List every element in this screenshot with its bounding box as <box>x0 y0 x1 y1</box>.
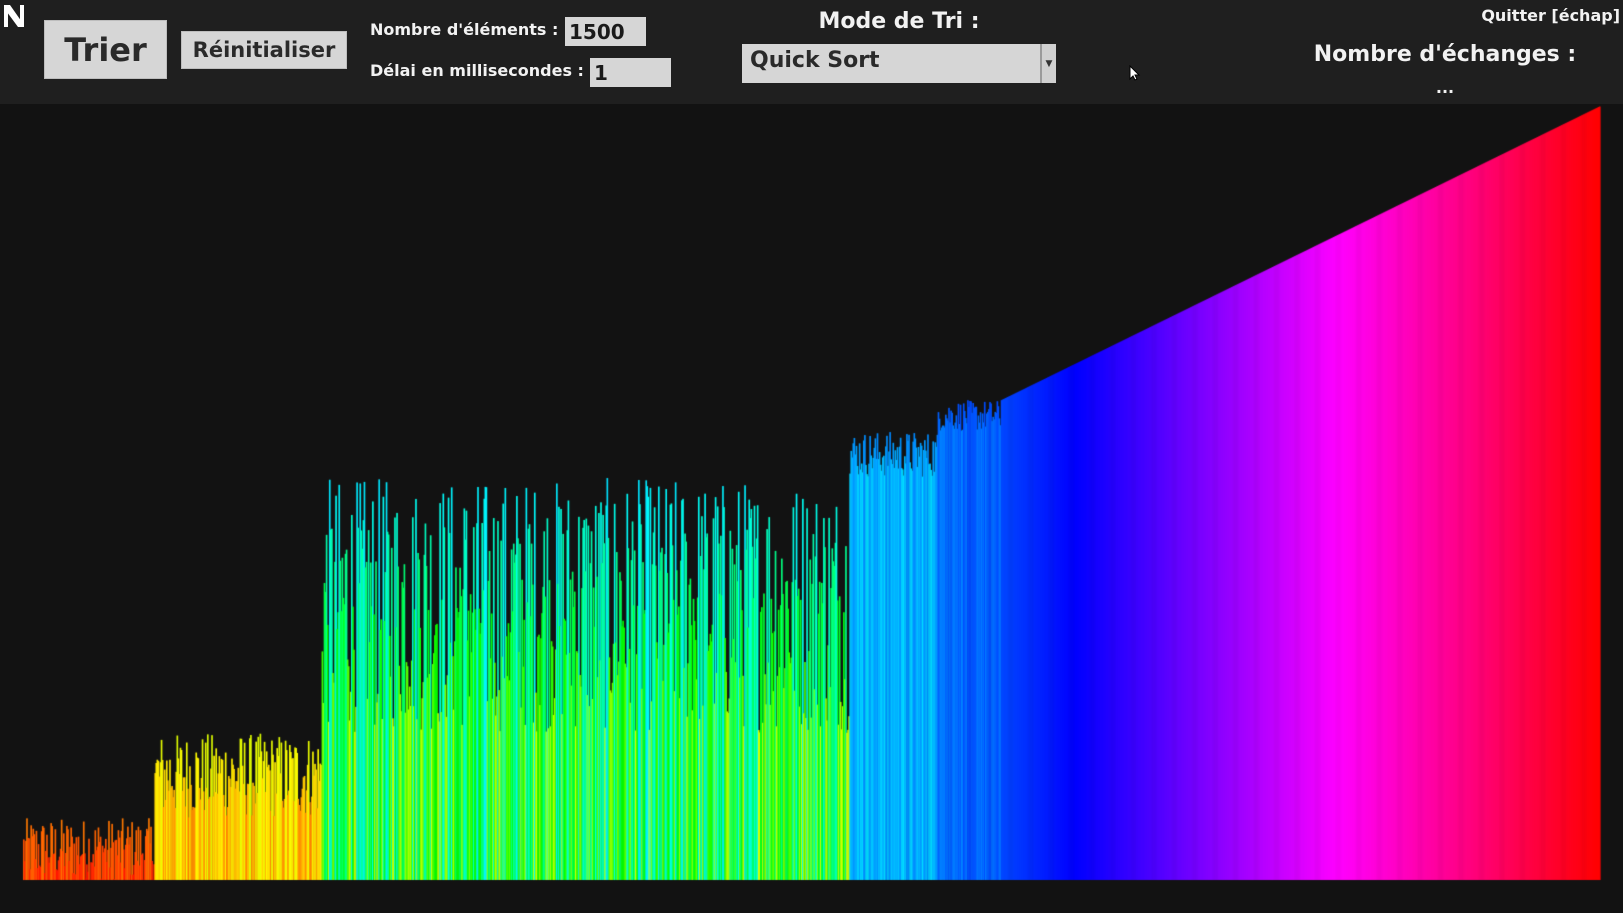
reset-button[interactable]: Réinitialiser <box>181 31 347 69</box>
mouse-pointer-icon <box>1129 65 1141 81</box>
app-logo-icon <box>4 5 24 27</box>
delay-label: Délai en millisecondes : <box>370 61 584 80</box>
sort-button[interactable]: Trier <box>44 20 167 79</box>
sort-mode-select[interactable]: Quick Sort ▼ <box>742 44 1056 83</box>
quit-button[interactable]: Quitter [échap] <box>1481 6 1620 25</box>
sort-visualization-canvas <box>0 104 1623 913</box>
delay-input[interactable] <box>590 58 671 87</box>
sort-mode-value: Quick Sort <box>750 48 880 73</box>
element-count-input[interactable] <box>565 17 646 46</box>
chevron-down-icon[interactable]: ▼ <box>1040 44 1056 83</box>
element-count-label: Nombre d'éléments : <box>370 20 559 39</box>
swap-count-label: Nombre d'échanges : <box>1313 42 1577 67</box>
toolbar: Trier Réinitialiser Nombre d'éléments : … <box>0 0 1623 104</box>
sort-mode-label: Mode de Tri : <box>818 9 980 34</box>
swap-count-value: ... <box>1435 78 1455 97</box>
